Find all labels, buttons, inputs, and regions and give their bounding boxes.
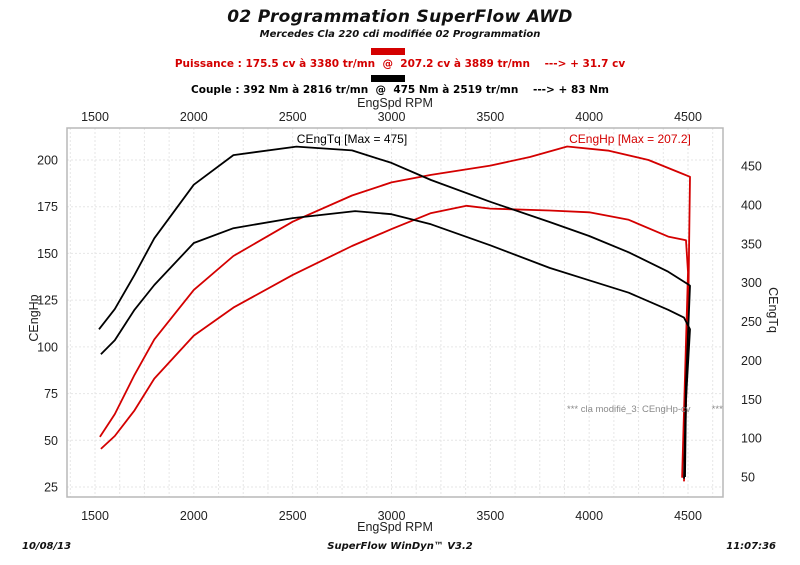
x-tick-label-bottom: 3500 bbox=[476, 509, 504, 523]
legend-power: CEngHp [Max = 207.2] bbox=[569, 132, 691, 146]
y-tick-label-left: 200 bbox=[37, 154, 58, 168]
x-tick-label-bottom: 3000 bbox=[378, 509, 406, 523]
y-tick-label-left: 150 bbox=[37, 247, 58, 261]
y2-tick-label-right: 150 bbox=[741, 393, 762, 407]
x-tick-label-top: 4000 bbox=[575, 110, 603, 124]
y2-tick-label-right: 400 bbox=[741, 198, 762, 212]
torque-swatch bbox=[371, 75, 405, 82]
y-axis-label-left: CEngHp bbox=[27, 294, 41, 341]
y2-tick-label-right: 450 bbox=[741, 160, 762, 174]
power-summary: Puissance : 175.5 cv à 3380 tr/mn @ 207.… bbox=[174, 58, 626, 70]
x-tick-label-top: 2000 bbox=[180, 110, 208, 124]
y-tick-label-left: 125 bbox=[37, 294, 58, 308]
series-line-cenghp-modifi- bbox=[99, 145, 691, 482]
x-tick-label-bottom: 2500 bbox=[279, 509, 307, 523]
legend-torque: CEngTq [Max = 475] bbox=[297, 132, 407, 146]
y-tick-label-left: 175 bbox=[37, 200, 58, 214]
chart-subtitle: Mercedes Cla 220 cdi modifiée 02 Program… bbox=[259, 29, 541, 40]
y-tick-label-left: 50 bbox=[44, 434, 58, 448]
y-axis-label-right: CEngTq bbox=[766, 287, 780, 333]
series-line-cenghp-origine bbox=[100, 204, 689, 478]
x-tick-label-top: 3000 bbox=[378, 110, 406, 124]
x-tick-label-top: 3500 bbox=[476, 110, 504, 124]
series-line-cengtq-modifi- bbox=[98, 145, 691, 479]
x-tick-label-top: 4500 bbox=[674, 110, 702, 124]
series-layer bbox=[98, 145, 691, 482]
chart-title: 02 Programmation SuperFlow AWD bbox=[227, 7, 573, 27]
series-annotation: *** cla modifié_3: CEngHp-cv *** bbox=[567, 404, 723, 415]
footer-app-name: SuperFlow WinDyn™ V3.2 bbox=[327, 541, 473, 552]
y-tick-label-left: 75 bbox=[44, 387, 58, 401]
grid-lines bbox=[67, 128, 723, 497]
plot-frame bbox=[66, 127, 724, 498]
x-tick-label-top: 2500 bbox=[279, 110, 307, 124]
torque-summary: Couple : 392 Nm à 2816 tr/mn @ 475 Nm à … bbox=[191, 84, 609, 96]
power-swatch bbox=[371, 48, 405, 55]
x-tick-label-bottom: 4000 bbox=[575, 509, 603, 523]
x-tick-label-bottom: 4500 bbox=[674, 509, 702, 523]
y2-tick-label-right: 50 bbox=[741, 471, 755, 485]
x-tick-label-bottom: 2000 bbox=[180, 509, 208, 523]
ticks-layer: 1500 1500 2000 2000 2500 2500 3000 3000 3500 3500… bbox=[37, 110, 762, 523]
y-tick-label-left: 100 bbox=[37, 340, 58, 354]
x-tick-label-top: 1500 bbox=[81, 110, 109, 124]
footer-time: 11:07:36 bbox=[726, 541, 776, 552]
y-tick-label-left: 25 bbox=[44, 481, 58, 495]
y2-tick-label-right: 300 bbox=[741, 276, 762, 290]
y2-tick-label-right: 350 bbox=[741, 237, 762, 251]
x-axis-label-bottom: EngSpd RPM bbox=[357, 520, 433, 534]
series-line-cengtq-origine bbox=[100, 210, 691, 478]
y2-tick-label-right: 250 bbox=[741, 315, 762, 329]
footer-date: 10/08/13 bbox=[22, 541, 72, 552]
x-tick-label-bottom: 1500 bbox=[81, 509, 109, 523]
y2-tick-label-right: 200 bbox=[741, 354, 762, 368]
x-axis-label-top: EngSpd RPM bbox=[357, 96, 433, 110]
y2-tick-label-right: 100 bbox=[741, 432, 762, 446]
